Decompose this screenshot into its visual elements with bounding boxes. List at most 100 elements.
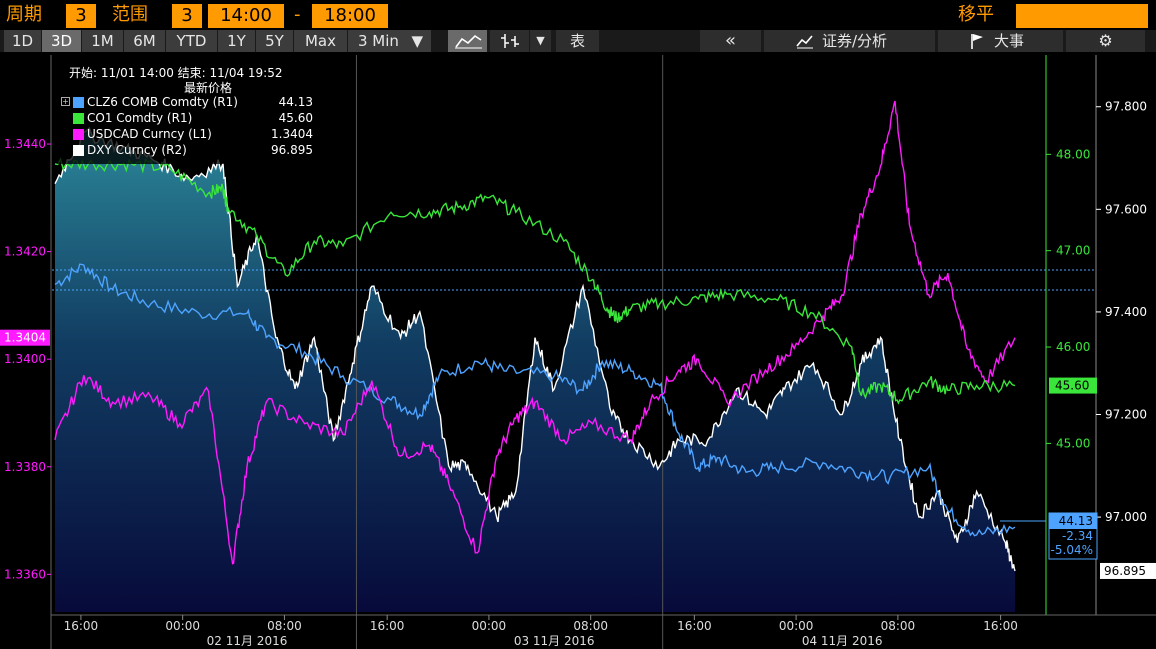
l1-tick-label: 1.3380	[4, 460, 46, 474]
bar-chart-button[interactable]	[490, 30, 530, 52]
legend-series-value: 1.3404	[271, 127, 313, 141]
r2-tick-label: 97.400	[1105, 305, 1147, 319]
r1-tick-label: 45.00	[1056, 436, 1090, 450]
time-to-input[interactable]: 18:00	[312, 4, 388, 28]
collapse-left-icon[interactable]: «	[700, 30, 762, 52]
last-value-tag-bg	[1100, 562, 1156, 579]
last-value-tag-bg	[0, 329, 50, 346]
flag-icon	[971, 34, 983, 49]
range-label: 范围	[112, 4, 148, 25]
table-button[interactable]: 表	[556, 30, 600, 52]
series-line-clz6-comb-comdty[interactable]	[54, 263, 1016, 537]
day-label: 02 11月 2016	[207, 634, 288, 648]
legend-date-range: 开始: 11/01 14:00 结束: 11/04 19:52	[69, 66, 283, 80]
time-tick-label: 00:00	[779, 619, 814, 633]
l1-tick-label: 1.3420	[4, 245, 46, 259]
interval-label: 3 Min	[358, 32, 399, 50]
legend-series-name: USDCAD Curncy (L1)	[87, 127, 212, 141]
time-tick-label: 08:00	[881, 619, 916, 633]
time-tick-label: 16:00	[677, 619, 712, 633]
last-value-tag-text: 1.3404	[4, 331, 46, 345]
range-button-1y[interactable]: 1Y	[218, 30, 256, 52]
legend-swatch	[73, 129, 84, 140]
study-label: 证券/分析	[822, 32, 888, 50]
gear-icon[interactable]: ⚙	[1066, 30, 1146, 52]
r2-tick-label: 97.600	[1105, 202, 1147, 216]
line-chart-icon	[455, 34, 482, 49]
last-value-tag-head	[1049, 513, 1097, 529]
legend-swatch	[73, 113, 84, 124]
legend-series-name: CLZ6 COMB Comdty (R1)	[87, 95, 238, 109]
legend[interactable]: 开始: 11/01 14:00 结束: 11/04 19:52 最新价格 + C…	[57, 61, 315, 164]
time-from-input[interactable]: 14:00	[208, 4, 284, 28]
range-button-5y[interactable]: 5Y	[256, 30, 294, 52]
legend-subtitle: 最新价格	[184, 81, 233, 95]
legend-series-name: DXY Curncy (R2)	[87, 143, 187, 157]
legend-row[interactable]: USDCAD Curncy (L1) 1.3404	[59, 127, 313, 143]
time-tick-label: 16:00	[64, 619, 99, 633]
period-label: 周期	[6, 4, 42, 25]
last-value-tag-bg	[1049, 377, 1097, 394]
day-label: 03 11月 2016	[514, 634, 595, 648]
range-button-6m[interactable]: 6M	[124, 30, 166, 52]
l1-tick-label: 1.3360	[4, 567, 46, 581]
line-chart-button[interactable]	[448, 30, 488, 52]
top-toolbar: 周期 3 范围 3 14:00 - 18:00 移平	[0, 0, 1156, 30]
legend-row[interactable]: DXY Curncy (R2) 96.895	[59, 143, 313, 159]
legend-row[interactable]: CO1 Comdty (R1) 45.60	[59, 111, 313, 127]
study-button[interactable]: 证券/分析	[764, 30, 936, 52]
legend-swatch	[73, 97, 84, 108]
legend-series-value: 45.60	[278, 111, 313, 125]
range-input[interactable]: 3	[172, 4, 202, 28]
r1-tick-label: 47.00	[1056, 244, 1090, 258]
expand-icon[interactable]: +	[61, 97, 70, 106]
time-tick-label: 00:00	[165, 619, 200, 633]
time-tick-label: 08:00	[267, 619, 302, 633]
last-value-tag-text: 44.13	[1059, 514, 1093, 528]
last-value-tag-text: 45.60	[1055, 379, 1089, 393]
legend-series-value: 96.895	[271, 143, 313, 157]
day-label: 04 11月 2016	[802, 634, 883, 648]
events-button[interactable]: 大事	[938, 30, 1064, 52]
series-line-usdcad-curncy[interactable]	[54, 100, 1016, 565]
analysis-icon	[796, 35, 813, 49]
legend-series-value: 44.13	[278, 95, 313, 109]
range-button-max[interactable]: Max	[294, 30, 348, 52]
time-tick-label: 08:00	[573, 619, 608, 633]
r2-tick-label: 97.200	[1105, 408, 1147, 422]
legend-swatch	[73, 145, 84, 156]
range-button-3d[interactable]: 3D	[42, 30, 82, 52]
legend-row[interactable]: + CLZ6 COMB Comdty (R1) 44.13	[59, 95, 313, 111]
r1-tick-label: 46.00	[1056, 340, 1090, 354]
series-line-co1-comdty[interactable]	[54, 157, 1016, 405]
last-value-tag: 45.60	[1049, 377, 1097, 394]
l1-tick-label: 1.3400	[4, 352, 46, 366]
time-tick-label: 16:00	[370, 619, 405, 633]
legend-series-name: CO1 Comdty (R1)	[87, 111, 193, 125]
chart-type-dropdown-icon[interactable]: ▼	[530, 30, 552, 52]
range-button-1d[interactable]: 1D	[4, 30, 42, 52]
interval-select[interactable]: 3 Min ▼	[348, 30, 432, 52]
pan-label: 移平	[958, 4, 994, 25]
last-value-tag: 96.895	[1100, 562, 1156, 579]
r2-tick-label: 97.000	[1105, 510, 1147, 524]
l1-tick-label: 1.3440	[4, 137, 46, 151]
range-button-1m[interactable]: 1M	[82, 30, 124, 52]
last-value-tag: 1.3404	[0, 329, 50, 346]
time-separator: -	[294, 4, 301, 25]
series-line-dxy-curncy[interactable]	[54, 126, 1016, 572]
time-tick-label: 00:00	[472, 619, 507, 633]
last-value-change: -5.04%	[1051, 543, 1093, 557]
r1-tick-label: 48.00	[1056, 147, 1090, 161]
last-value-change: -2.34	[1062, 529, 1093, 543]
chevron-down-icon: ▼	[411, 32, 423, 50]
period-input[interactable]: 3	[66, 4, 96, 28]
r2-tick-label: 97.800	[1105, 100, 1147, 114]
range-toolbar: 1D 3D 1M 6M YTD 1Y 5Y Max 3 Min ▼ ▼ 表 « …	[0, 30, 1156, 52]
last-value-tag-text: 96.895	[1104, 564, 1146, 578]
events-label: 大事	[994, 32, 1025, 50]
range-button-ytd[interactable]: YTD	[166, 30, 218, 52]
time-tick-label: 16:00	[983, 619, 1018, 633]
pan-field[interactable]	[1016, 4, 1148, 28]
last-value-tag: 44.13-2.34-5.04%	[1000, 512, 1098, 560]
